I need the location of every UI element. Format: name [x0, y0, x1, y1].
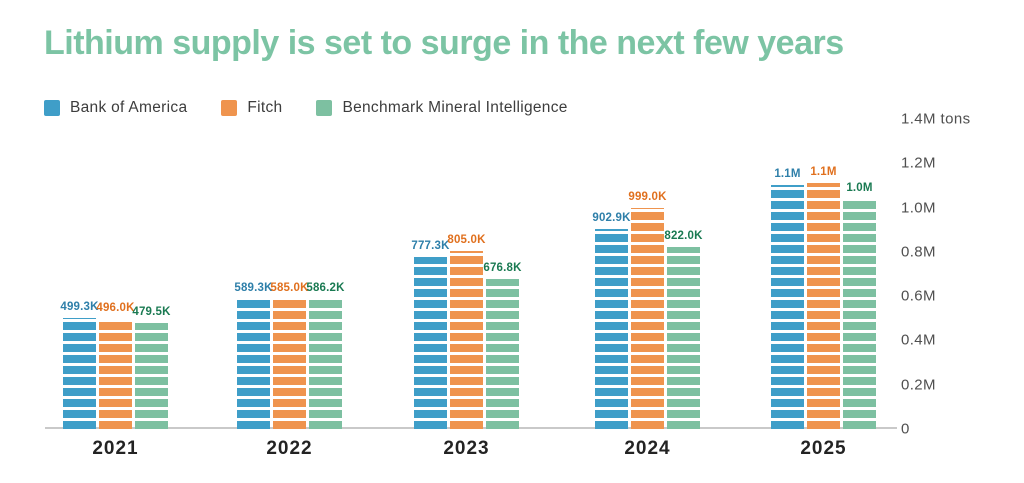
bar-fitch-2025 [807, 183, 840, 429]
x-axis-label-2021: 2021 [92, 438, 139, 459]
legend-item-fitch: Fitch [221, 99, 282, 117]
value-label-fitch-2021: 496.0K [96, 302, 135, 314]
value-label-fitch-2022: 585.0K [270, 282, 309, 294]
value-label-benchmark-mineral-intelligence-2025: 1.0M [846, 182, 873, 194]
y-axis-tick-label: 1.0M [901, 199, 936, 217]
value-label-bank-of-america-2023: 777.3K [411, 240, 450, 252]
value-label-benchmark-mineral-intelligence-2022: 586.2K [306, 282, 345, 294]
y-axis-tick-label: 1.2M [901, 154, 936, 172]
legend-swatch-orange-icon [221, 100, 238, 116]
bar-fitch-2024 [631, 208, 664, 429]
value-label-bank-of-america-2021: 499.3K [60, 301, 99, 313]
bar-benchmark-mineral-intelligence-2024 [667, 247, 700, 429]
value-label-bank-of-america-2022: 589.3K [234, 282, 273, 294]
legend-swatch-green-icon [316, 100, 333, 116]
value-label-fitch-2023: 805.0K [447, 234, 486, 246]
bar-bank-of-america-2021 [63, 318, 96, 429]
legend-label-benchmark-mineral-intelligence: Benchmark Mineral Intelligence [342, 99, 568, 116]
bar-fitch-2021 [99, 319, 132, 429]
legend-item-benchmark-mineral-intelligence: Benchmark Mineral Intelligence [316, 99, 567, 117]
x-axis-label-2023: 2023 [443, 438, 490, 459]
value-label-bank-of-america-2025: 1.1M [774, 168, 801, 180]
value-label-fitch-2024: 999.0K [628, 191, 667, 203]
y-axis-tick-label: 0 [901, 420, 910, 438]
y-axis-tick-label: 0.6M [901, 287, 936, 305]
bar-benchmark-mineral-intelligence-2023 [486, 279, 519, 429]
bar-benchmark-mineral-intelligence-2022 [309, 299, 342, 429]
value-label-benchmark-mineral-intelligence-2021: 479.5K [132, 306, 171, 318]
legend-label-bank-of-america: Bank of America [70, 99, 188, 116]
legend-swatch-blue-icon [44, 100, 60, 116]
legend-label-fitch: Fitch [247, 99, 283, 116]
bar-fitch-2023 [450, 251, 483, 429]
value-label-benchmark-mineral-intelligence-2023: 676.8K [483, 262, 522, 274]
x-axis-label-2022: 2022 [266, 438, 313, 459]
y-axis-tick-label: 0.4M [901, 331, 936, 349]
bar-bank-of-america-2025 [771, 185, 804, 429]
x-axis-label-2024: 2024 [624, 438, 671, 459]
y-axis-tick-label: 0.8M [901, 243, 936, 261]
bar-benchmark-mineral-intelligence-2025 [843, 199, 876, 429]
bar-benchmark-mineral-intelligence-2021 [135, 323, 168, 429]
bar-bank-of-america-2022 [237, 299, 270, 429]
value-label-fitch-2025: 1.1M [810, 166, 837, 178]
bar-fitch-2022 [273, 299, 306, 429]
legend-item-bank-of-america: Bank of America [44, 99, 187, 117]
y-axis-tick-label: 0.2M [901, 376, 936, 394]
x-axis-label-2025: 2025 [800, 438, 847, 459]
bar-bank-of-america-2023 [414, 257, 447, 429]
value-label-bank-of-america-2024: 902.9K [592, 212, 631, 224]
y-axis-tick-label: 1.4M tons [901, 110, 971, 128]
chart-title: Lithium supply is set to surge in the ne… [44, 24, 844, 62]
value-label-benchmark-mineral-intelligence-2024: 822.0K [664, 230, 703, 242]
chart-legend: Bank of America Fitch Benchmark Mineral … [44, 99, 568, 117]
bar-bank-of-america-2024 [595, 229, 628, 429]
